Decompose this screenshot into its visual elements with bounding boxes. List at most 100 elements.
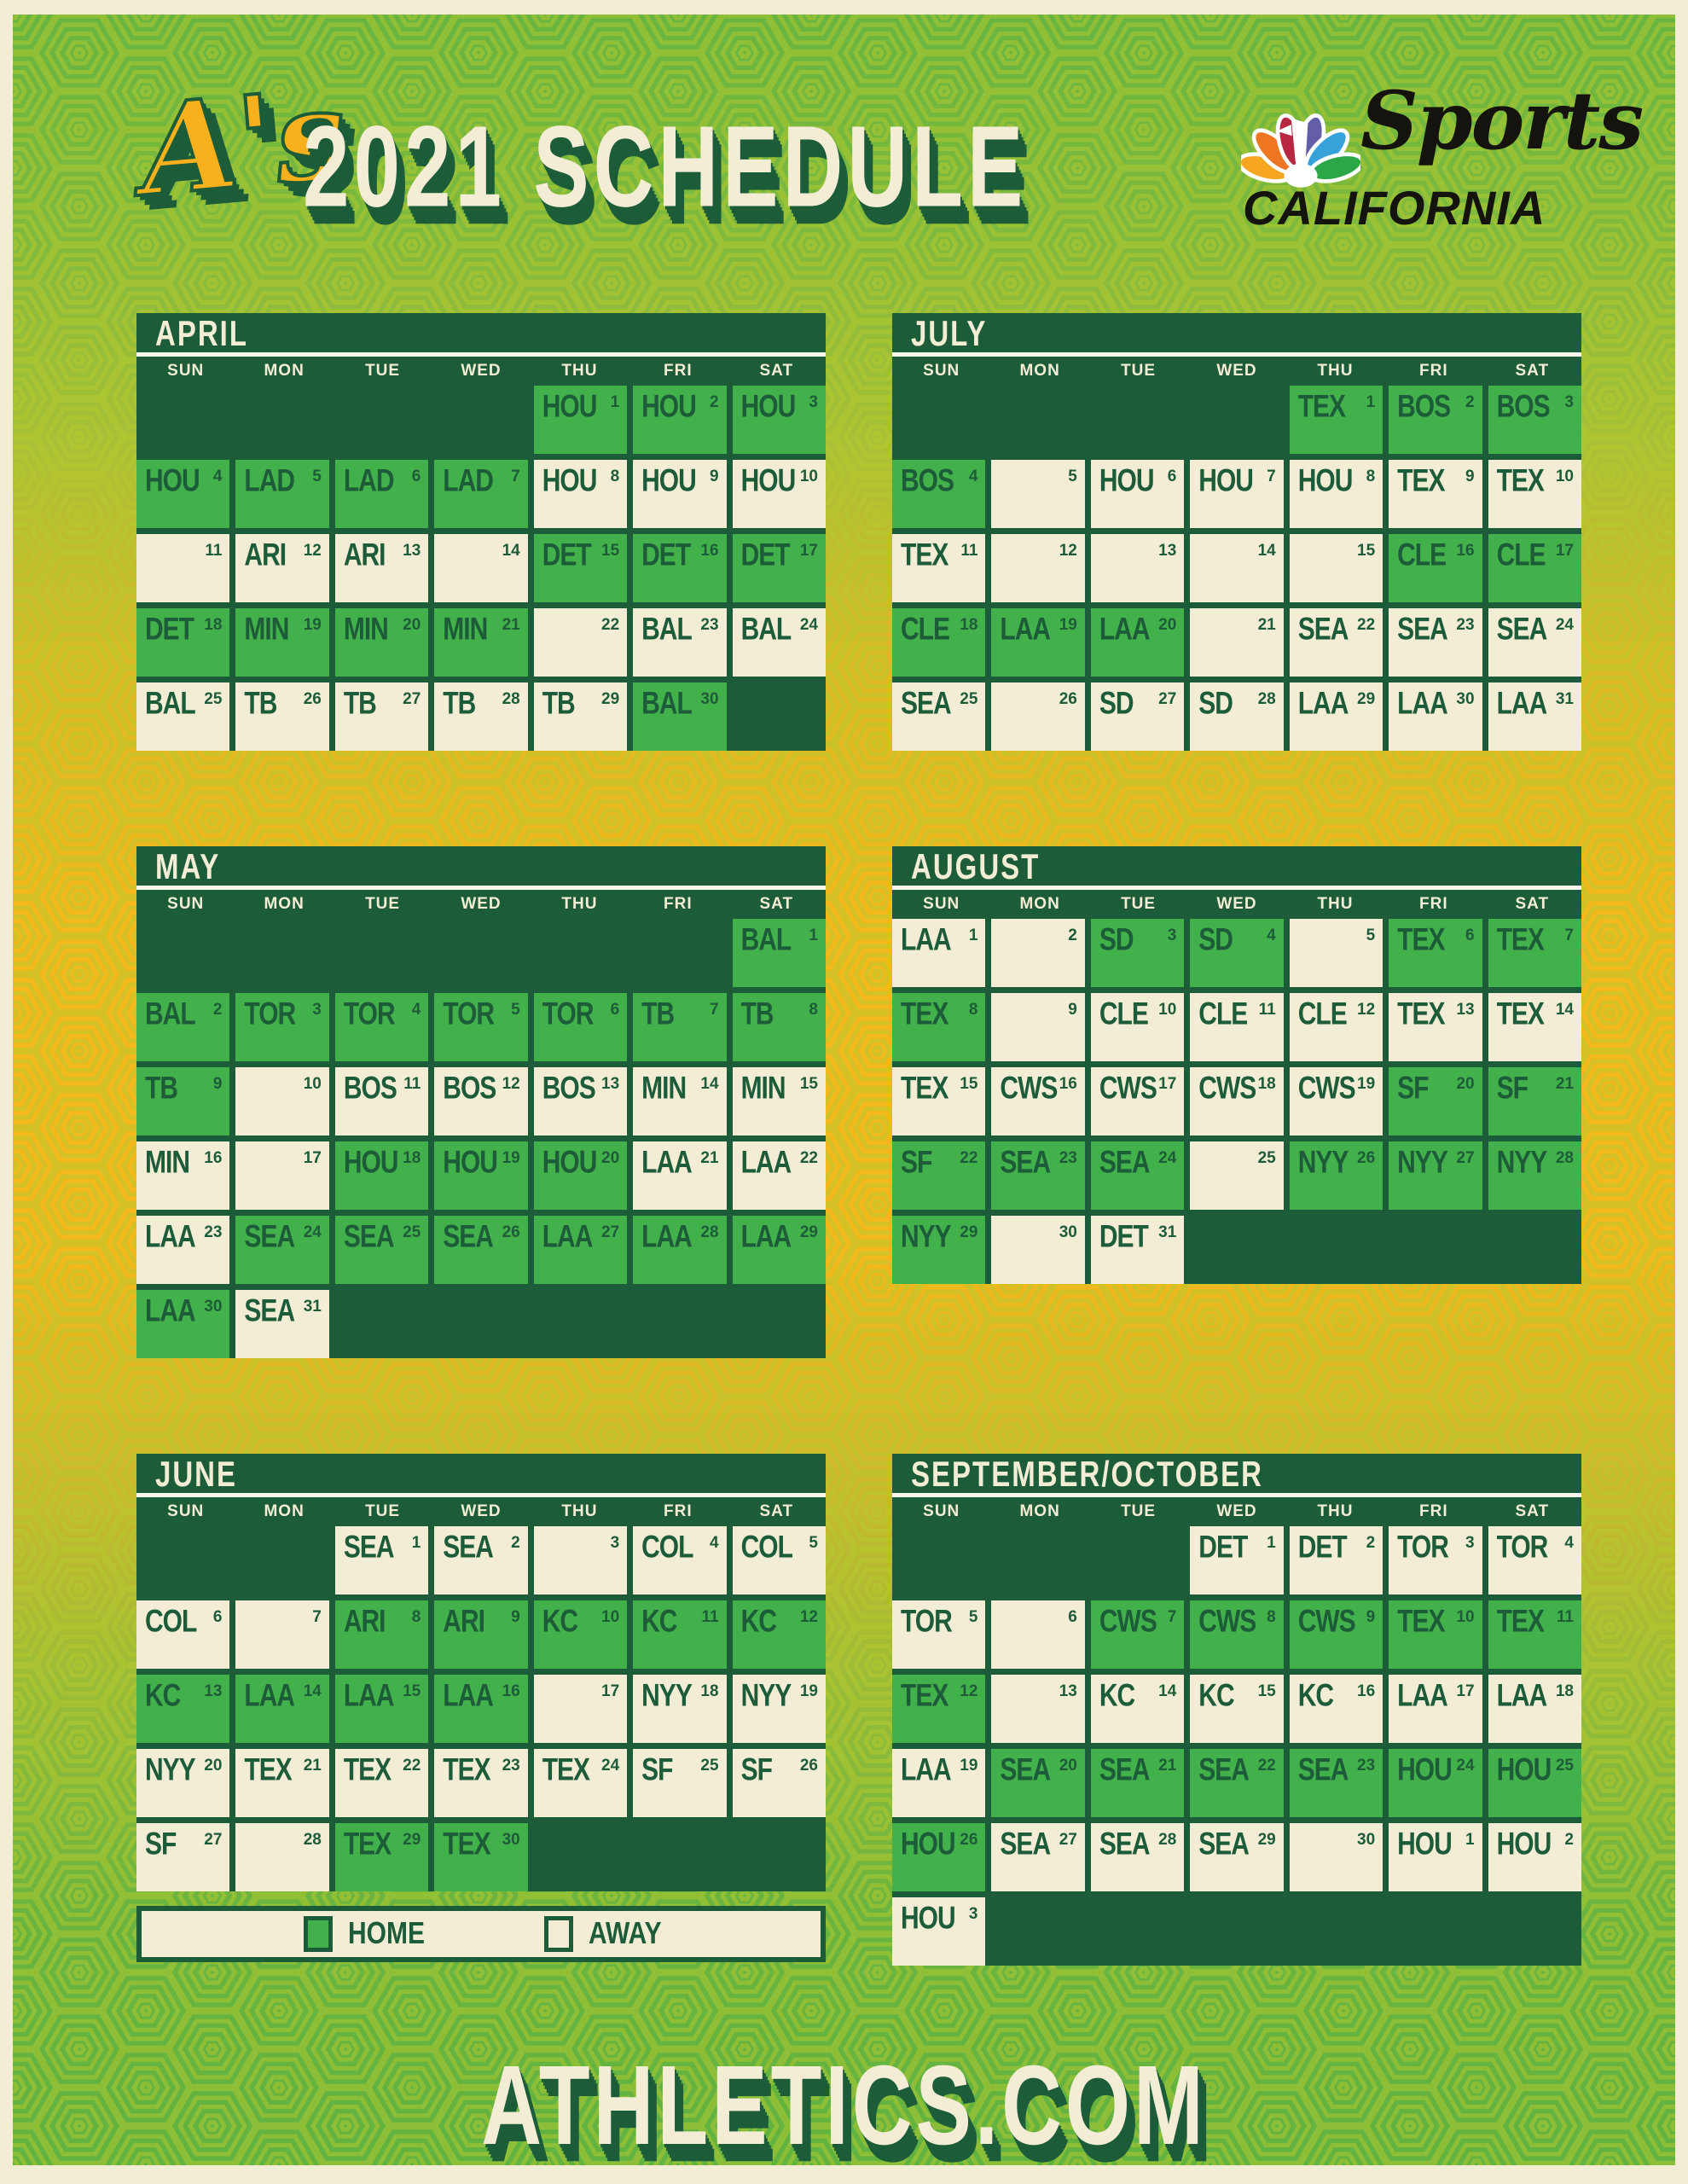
opponent-abbr: NYY xyxy=(740,1678,792,1713)
opponent-abbr: SF xyxy=(901,1145,932,1180)
game-cell: NYY 27 xyxy=(1389,1141,1482,1210)
date-number: 27 xyxy=(1456,1149,1475,1167)
weekday-label: THU xyxy=(1317,362,1354,380)
date-number: 22 xyxy=(960,1149,978,1167)
game-cell: SEA 1 xyxy=(334,1526,429,1594)
opponent-abbr: BOS xyxy=(1397,389,1451,424)
opponent-abbr: SD xyxy=(1099,686,1134,721)
game-cell: MIN 21 xyxy=(434,608,528,677)
date-number: 9 xyxy=(212,1075,223,1093)
opponent-abbr: ARI xyxy=(443,1604,485,1639)
game-cell: SEA 25 xyxy=(892,682,986,751)
date-number: 14 xyxy=(700,1075,719,1093)
date-number: 5 xyxy=(809,1534,818,1552)
game-cell: HOU 2 xyxy=(1488,1823,1581,1891)
game-cell: MIN 15 xyxy=(732,1067,826,1136)
opponent-abbr: LAA xyxy=(1099,612,1151,647)
game-cell: TOR 3 xyxy=(1389,1526,1482,1594)
blank-cell xyxy=(633,1290,726,1358)
date-number: 17 xyxy=(303,1149,322,1167)
opponent-abbr: TEX xyxy=(901,1071,948,1106)
opponent-abbr: CWS xyxy=(1099,1604,1157,1639)
opponent-abbr: TEX xyxy=(1397,463,1445,498)
date-number: 6 xyxy=(610,1001,620,1019)
opponent-abbr: HOU xyxy=(901,1901,956,1936)
date-number: 13 xyxy=(1456,1001,1475,1019)
date-number: 17 xyxy=(601,1682,620,1700)
nbc-sports-california-logo: Sports CALIFORNIA xyxy=(1241,77,1644,243)
date-number: 29 xyxy=(1357,690,1376,708)
opponent-abbr: SEA xyxy=(443,1219,494,1254)
date-number: 5 xyxy=(1366,926,1376,944)
date-number: 15 xyxy=(403,1682,421,1700)
weekday-label: FRI xyxy=(1419,895,1448,913)
game-cell: CWS 16 xyxy=(991,1067,1085,1136)
date-number: 16 xyxy=(1456,542,1475,560)
date-number: 18 xyxy=(960,616,978,634)
date-number: 22 xyxy=(799,1149,818,1167)
opponent-abbr: BOS xyxy=(901,463,954,498)
opponent-abbr: LAA xyxy=(901,922,952,957)
game-cell: CWS 18 xyxy=(1190,1067,1284,1136)
date-number: 21 xyxy=(1257,616,1276,634)
off-day-cell: 7 xyxy=(235,1600,329,1669)
game-cell: SEA 31 xyxy=(235,1290,329,1358)
game-cell: HOU 26 xyxy=(892,1823,986,1891)
opponent-abbr: SF xyxy=(1496,1071,1528,1106)
game-cell: HOU 3 xyxy=(892,1897,986,1966)
month-title: APRIL xyxy=(155,312,248,353)
blank-cell xyxy=(136,1526,229,1594)
game-cell: TEX 11 xyxy=(892,534,986,602)
date-number: 10 xyxy=(1555,468,1574,485)
game-cell: TEX 21 xyxy=(235,1749,329,1817)
opponent-abbr: LAA xyxy=(542,1219,594,1254)
opponent-abbr: MIN xyxy=(740,1071,786,1106)
opponent-abbr: LAA xyxy=(901,1752,952,1787)
opponent-abbr: CWS xyxy=(1000,1071,1058,1106)
opponent-abbr: DET xyxy=(641,537,691,572)
game-cell: TEX 1 xyxy=(1289,386,1383,454)
opponent-abbr: DET xyxy=(542,537,592,572)
game-cell: LAA 19 xyxy=(892,1749,986,1817)
blank-cell xyxy=(434,919,527,987)
game-cell: COL 4 xyxy=(633,1526,727,1594)
calendar-grid: BAL 1 BAL 2 TOR 3 TOR 4 TOR 5 TOR 6 TB 7 TB 8 TB 9 10 BOS 11… xyxy=(136,919,826,1358)
calendar-grid: LAA 1 2 SD 3 SD 4 5 TEX 6 TEX 7 TEX 8 9 CLE 10 CLE 11 CLE 12… xyxy=(892,919,1581,1284)
opponent-abbr: SEA xyxy=(1099,1145,1151,1180)
game-cell: NYY 28 xyxy=(1488,1141,1581,1210)
opponent-abbr: SEA xyxy=(1000,1827,1051,1862)
date-number: 5 xyxy=(1068,468,1077,485)
game-cell: TEX 6 xyxy=(1389,919,1482,987)
date-number: 28 xyxy=(502,690,520,708)
date-number: 5 xyxy=(312,468,322,485)
date-number: 15 xyxy=(1257,1682,1276,1700)
date-number: 30 xyxy=(204,1298,223,1316)
opponent-abbr: SF xyxy=(145,1827,177,1862)
game-cell: TOR 4 xyxy=(334,993,429,1061)
date-number: 26 xyxy=(502,1223,520,1241)
game-cell: SF 20 xyxy=(1389,1067,1482,1136)
blank-cell xyxy=(335,386,428,454)
game-cell: SEA 23 xyxy=(1289,1749,1383,1817)
date-number: 30 xyxy=(700,690,719,708)
opponent-abbr: SD xyxy=(1099,922,1134,957)
month-header: AUGUST xyxy=(892,846,1581,886)
date-number: 18 xyxy=(700,1682,719,1700)
date-number: 10 xyxy=(303,1075,322,1093)
date-number: 12 xyxy=(960,1682,978,1700)
opponent-abbr: COL xyxy=(145,1604,197,1639)
game-cell: HOU 7 xyxy=(1190,460,1284,528)
date-number: 8 xyxy=(411,1608,421,1626)
game-cell: SF 22 xyxy=(892,1141,986,1210)
header-separator xyxy=(892,352,1581,357)
date-number: 24 xyxy=(601,1757,620,1774)
opponent-abbr: LAA xyxy=(145,1293,196,1328)
date-number: 9 xyxy=(1465,468,1475,485)
legend-away-group: AWAY xyxy=(544,1916,662,1952)
opponent-abbr: BOS xyxy=(1496,389,1551,424)
date-number: 21 xyxy=(1158,1757,1177,1774)
opponent-abbr: TOR xyxy=(901,1604,953,1639)
game-cell: HOU 25 xyxy=(1488,1749,1581,1817)
date-number: 15 xyxy=(960,1075,978,1093)
date-number: 16 xyxy=(1357,1682,1376,1700)
